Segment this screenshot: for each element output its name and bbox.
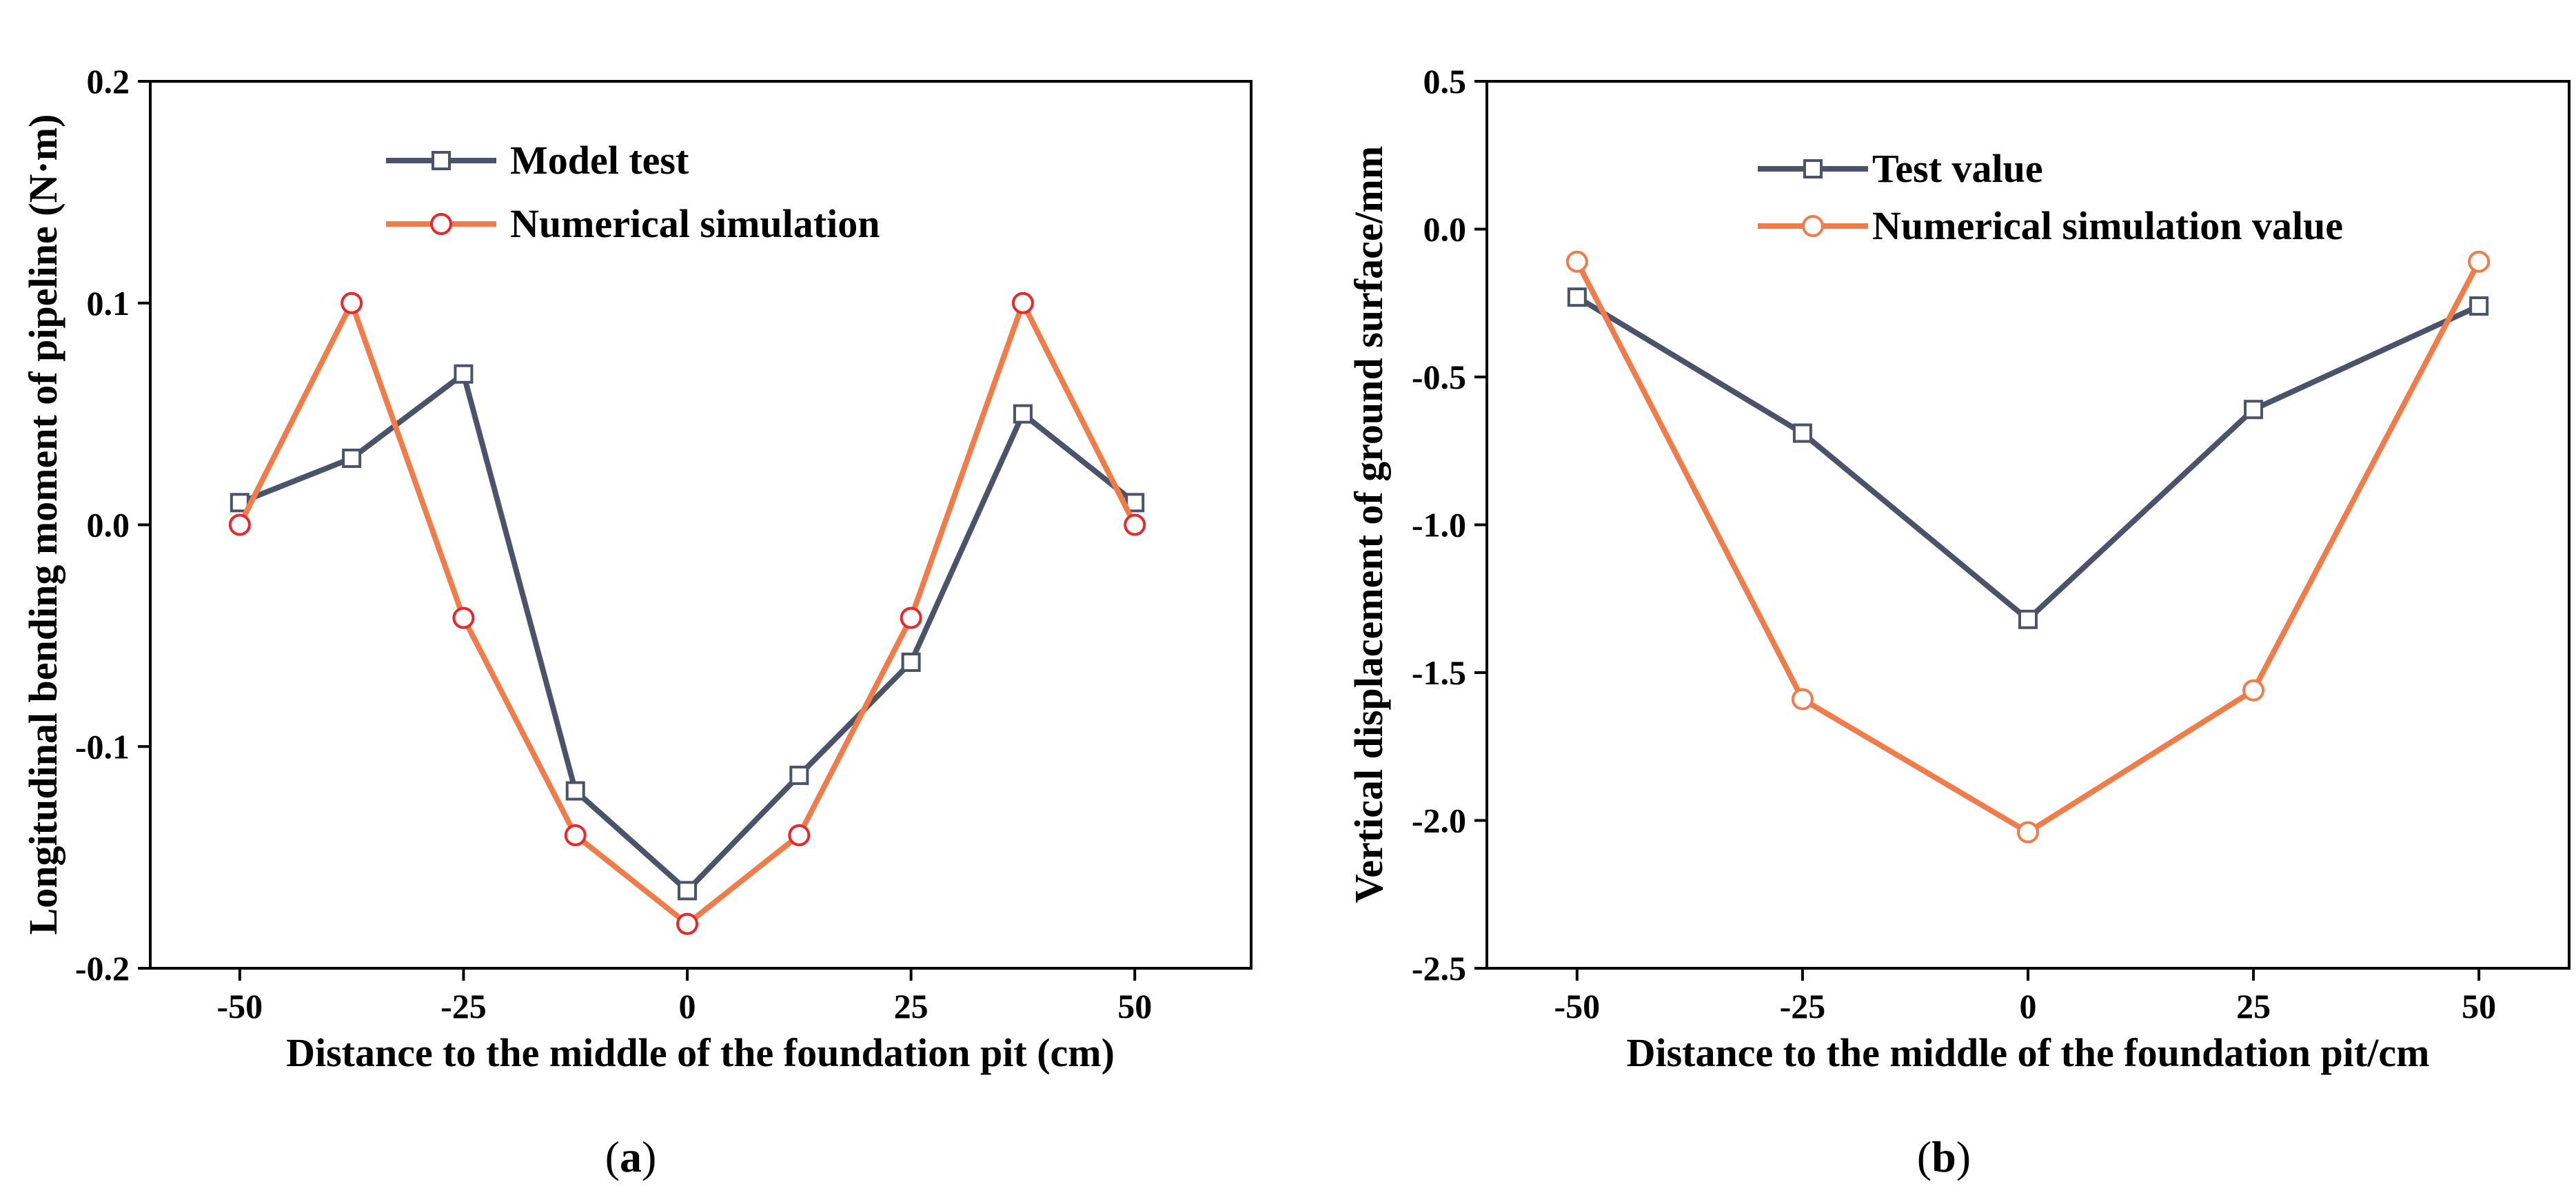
data-point-square xyxy=(2469,296,2489,316)
data-point-square xyxy=(1567,287,1587,307)
panel-a: -50 -25 0 25 50 -0.2 -0.1 0.0 0.1 0.2 Distance to … xyxy=(21,62,1252,1181)
series-line-simulation xyxy=(1574,260,2482,835)
y-tick-label: 0.1 xyxy=(87,284,130,323)
data-point-circle xyxy=(2242,679,2265,702)
x-tick-label: 0 xyxy=(679,987,696,1025)
data-point-square xyxy=(2244,400,2264,420)
x-tick-label: 50 xyxy=(1117,987,1152,1025)
data-point-circle xyxy=(228,513,251,536)
y-tick-label: -0.1 xyxy=(75,727,130,766)
series-line-test xyxy=(1575,294,2480,622)
series-line-simulation xyxy=(237,300,1137,927)
data-point-circle xyxy=(900,606,922,629)
data-point-circle xyxy=(2468,250,2491,273)
y-tick-label: 0.5 xyxy=(1423,62,1467,101)
data-point-square xyxy=(454,364,474,384)
legend-label: Numerical simulation value xyxy=(1872,203,2343,248)
x-tick-label: -25 xyxy=(440,987,487,1025)
data-point-square xyxy=(678,881,698,901)
data-point-circle xyxy=(564,824,587,846)
legend-marker-square xyxy=(432,151,451,170)
data-point-square xyxy=(1792,423,1812,443)
x-axis-title: Distance to the middle of the foundation… xyxy=(1627,1030,2430,1075)
data-point-circle xyxy=(341,292,363,314)
panel-label-letter: a xyxy=(620,1132,642,1181)
x-tick-label: -25 xyxy=(1780,987,1826,1025)
data-point-circle xyxy=(2017,821,2039,844)
panel-b: -50 -25 0 25 50 -2.5 -2.0 -1.5 -1.0 -0.5 0.0 0.5 Dis… xyxy=(1346,62,2570,1181)
y-tick-label: -0.5 xyxy=(1412,358,1466,396)
legend-label: Model test xyxy=(510,138,689,183)
data-point-circle xyxy=(1124,513,1146,536)
data-point-circle xyxy=(452,606,475,629)
y-tick-label: 0.2 xyxy=(87,62,130,101)
x-tick-label: 50 xyxy=(2462,987,2496,1025)
y-tick-label: -1.0 xyxy=(1412,506,1466,544)
y-tick-label: 0.0 xyxy=(1423,210,1467,249)
panel-label: (a) xyxy=(605,1132,657,1181)
x-axis-title: Distance to the middle of the foundation… xyxy=(286,1030,1115,1075)
data-point-square xyxy=(342,448,362,468)
data-point-circle xyxy=(1011,292,1034,314)
x-tick-label: -50 xyxy=(1554,987,1601,1025)
x-tick-label: -50 xyxy=(217,987,263,1025)
data-point-circle xyxy=(788,824,811,846)
x-tick-label: 25 xyxy=(894,987,929,1025)
data-point-circle xyxy=(1791,688,1814,711)
data-point-circle xyxy=(676,912,699,935)
legend-marker-square xyxy=(1803,159,1823,178)
legend-label: Test value xyxy=(1872,146,2043,191)
data-point-square xyxy=(1013,404,1033,424)
data-point-square xyxy=(901,652,921,672)
data-point-circle xyxy=(1565,250,1588,273)
panel-label-letter: b xyxy=(1931,1132,1956,1181)
series-line-test xyxy=(239,371,1137,894)
y-tick-label: -2.0 xyxy=(1412,801,1466,840)
y-tick-label: -2.5 xyxy=(1412,949,1466,988)
panel-label: (b) xyxy=(1917,1132,1971,1181)
legend-label: Numerical simulation xyxy=(510,201,880,246)
y-axis-title: Longitudinal bending moment of pipeline … xyxy=(21,114,65,935)
x-tick-label: 25 xyxy=(2236,987,2271,1025)
x-tick-label: 0 xyxy=(2020,987,2037,1025)
y-tick-label: 0.0 xyxy=(87,506,130,544)
data-point-square xyxy=(565,781,585,801)
y-tick-label: -0.2 xyxy=(75,949,130,988)
y-tick-label: -1.5 xyxy=(1412,653,1466,692)
legend-marker-circle xyxy=(430,213,452,235)
y-axis-title: Vertical displacement of ground surface/… xyxy=(1346,146,1391,903)
data-point-square xyxy=(789,766,809,786)
data-point-square xyxy=(2018,609,2038,629)
legend-marker-circle xyxy=(1802,215,1824,237)
